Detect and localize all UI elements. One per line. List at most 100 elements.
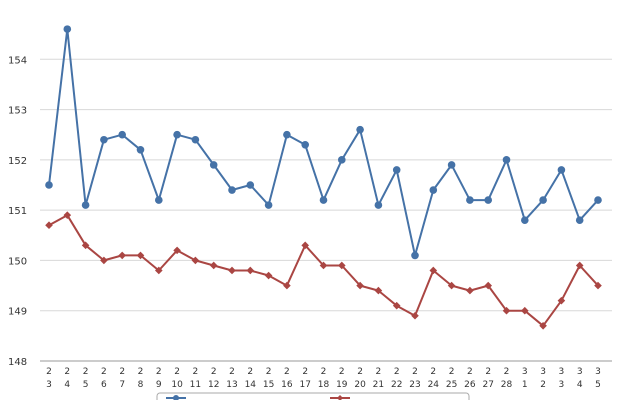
x-tick-label: 23 [409,380,420,390]
x-tick-label: 3 [559,367,565,377]
data-point [63,211,72,219]
x-tick-label: 2 [193,367,199,377]
x-tick-label: 3 [522,367,528,377]
data-point [118,251,126,260]
x-tick-label: 12 [208,380,219,390]
series-line [48,214,599,327]
data-point [502,156,511,164]
data-point [155,196,163,204]
x-tick-label: 11 [190,380,201,390]
x-tick-label: 2 [229,367,235,377]
data-point [100,256,108,265]
y-tick-label: 150 [8,256,27,267]
data-point [466,286,474,295]
data-point [228,186,236,194]
data-point [191,256,200,265]
data-point [392,301,401,310]
x-tick-label: 1 [522,380,528,390]
y-tick-label: 153 [8,106,27,117]
data-point [411,251,419,260]
data-point [356,281,364,290]
data-point [447,161,456,169]
data-point [521,216,529,224]
x-tick-label: 27 [482,380,493,390]
data-point [246,266,255,275]
x-tick-label: 2 [449,367,455,377]
x-tick-label: 2 [394,367,400,377]
x-tick-label: 2 [284,367,290,377]
data-point [45,221,53,230]
data-point [521,306,529,315]
data-point [466,196,474,204]
x-tick-label: 2 [321,367,327,377]
x-tick-label: 2 [266,367,272,377]
data-point [447,281,456,290]
x-tick-label: 2 [64,367,70,377]
data-point [594,281,602,290]
data-point [45,181,53,189]
x-tick-label: 2 [504,367,510,377]
x-tick-label: 22 [391,380,402,390]
data-point [484,196,493,204]
x-tick-label: 2 [357,367,363,377]
x-tick-label: 25 [446,380,457,390]
data-point [155,266,163,275]
x-tick-label: 2 [119,367,125,377]
data-point [283,130,291,139]
x-tick-label: 2 [211,367,217,377]
x-tick-label: 3 [577,367,583,377]
data-point [356,125,364,134]
x-tick-label: 21 [373,380,384,390]
x-tick-label: 2 [247,367,253,377]
x-tick-label: 15 [263,380,274,390]
data-point [209,161,218,169]
data-point [191,135,200,144]
x-tick-label: 16 [281,380,293,390]
data-point [502,306,511,315]
x-tick-label: 9 [156,380,162,390]
x-tick-label: 2 [467,367,473,377]
data-point [264,271,273,280]
data-point [557,166,566,174]
data-point [264,201,273,209]
x-tick-label: 2 [138,367,144,377]
x-tick-label: 4 [577,380,583,390]
data-point [539,322,547,330]
data-point [575,261,584,270]
x-tick-label: 14 [245,380,257,390]
x-tick-label: 19 [336,380,348,390]
x-tick-label: 2 [174,367,180,377]
y-tick-label: 154 [8,55,27,66]
data-point [374,201,383,209]
x-tick-label: 28 [501,380,513,390]
series-lines [45,25,602,330]
data-point [594,196,602,204]
data-point [392,166,401,174]
x-tick-label: 13 [226,380,237,390]
x-tick-label: 5 [83,380,89,390]
data-point [429,186,438,194]
data-point [173,246,181,255]
x-tick-label: 26 [464,380,476,390]
x-tick-label: 2 [540,380,546,390]
data-point [557,296,566,305]
data-point [484,281,492,290]
y-tick-label: 148 [8,357,27,368]
x-tick-label: 2 [430,367,436,377]
data-point [319,196,328,204]
x-tick-label: 2 [412,367,418,377]
gridlines [40,58,612,312]
data-point [136,251,145,260]
axes: 1481491501511521531542324252627282921021… [8,55,612,390]
data-point [63,25,72,33]
data-point [374,286,383,295]
x-tick-label: 2 [46,367,52,377]
x-tick-label: 3 [595,367,601,377]
x-tick-label: 2 [156,367,162,377]
x-tick-label: 3 [46,380,52,390]
data-point [100,135,108,144]
x-tick-label: 24 [428,380,440,390]
data-point [209,261,218,270]
x-tick-label: 10 [171,380,183,390]
